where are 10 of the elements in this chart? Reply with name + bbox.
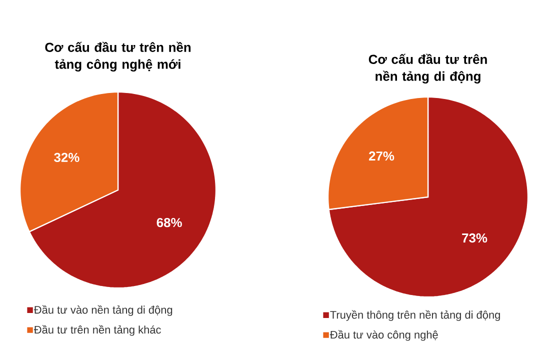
legend-label: Truyền thông trên nền tảng di động (330, 310, 500, 321)
data-label: 73% (462, 233, 488, 243)
legend-label: Đầu tư vào nền tảng di động (34, 305, 172, 316)
legend-label: Đầu tư trên nền tảng khác (34, 325, 161, 336)
data-label: 68% (156, 218, 182, 228)
data-label: 27% (368, 151, 394, 161)
data-label: 32% (54, 152, 80, 162)
legend-label: Đầu tư vào công nghệ (330, 330, 438, 341)
chart-title: Cơ cấu đầu tư trên nền tảng di động (368, 54, 487, 84)
chart-title: Cơ cấu đầu tư trên nền tảng công nghệ mới (45, 42, 191, 72)
